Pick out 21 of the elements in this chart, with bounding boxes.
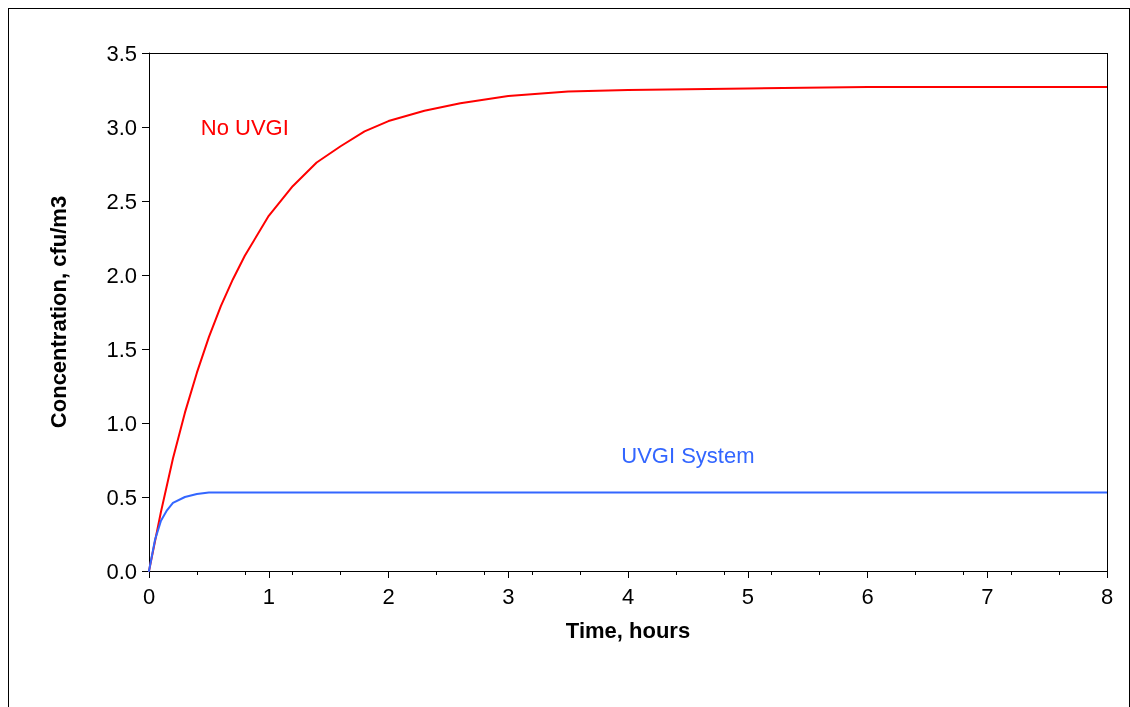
x-tick-label: 6 <box>861 583 874 609</box>
series-label: UVGI System <box>621 443 755 469</box>
y-tick-label: 2.0 <box>106 262 137 288</box>
x-tick-label: 7 <box>981 583 994 609</box>
x-tick-label: 8 <box>1100 583 1114 609</box>
y-tick-label: 1.5 <box>106 336 137 362</box>
x-tick-label: 0 <box>142 583 156 609</box>
x-tick-label: 5 <box>741 583 754 609</box>
y-tick-label: 0.5 <box>106 484 137 510</box>
y-tick-label: 0.0 <box>106 558 137 584</box>
y-tick-label: 2.5 <box>106 188 137 214</box>
y-axis-title: Concentration, cfu/m3 <box>45 195 71 429</box>
x-tick-label: 1 <box>262 583 275 609</box>
series-label: No UVGI <box>200 114 289 140</box>
x-axis-title: Time, hours <box>565 617 691 643</box>
y-tick-label: 3.5 <box>106 40 137 66</box>
x-tick-label: 4 <box>621 583 635 609</box>
x-tick-label: 3 <box>502 583 515 609</box>
x-tick-label: 2 <box>382 583 395 609</box>
y-tick-label: 1.0 <box>106 410 137 436</box>
y-tick-label: 3.0 <box>106 114 137 140</box>
